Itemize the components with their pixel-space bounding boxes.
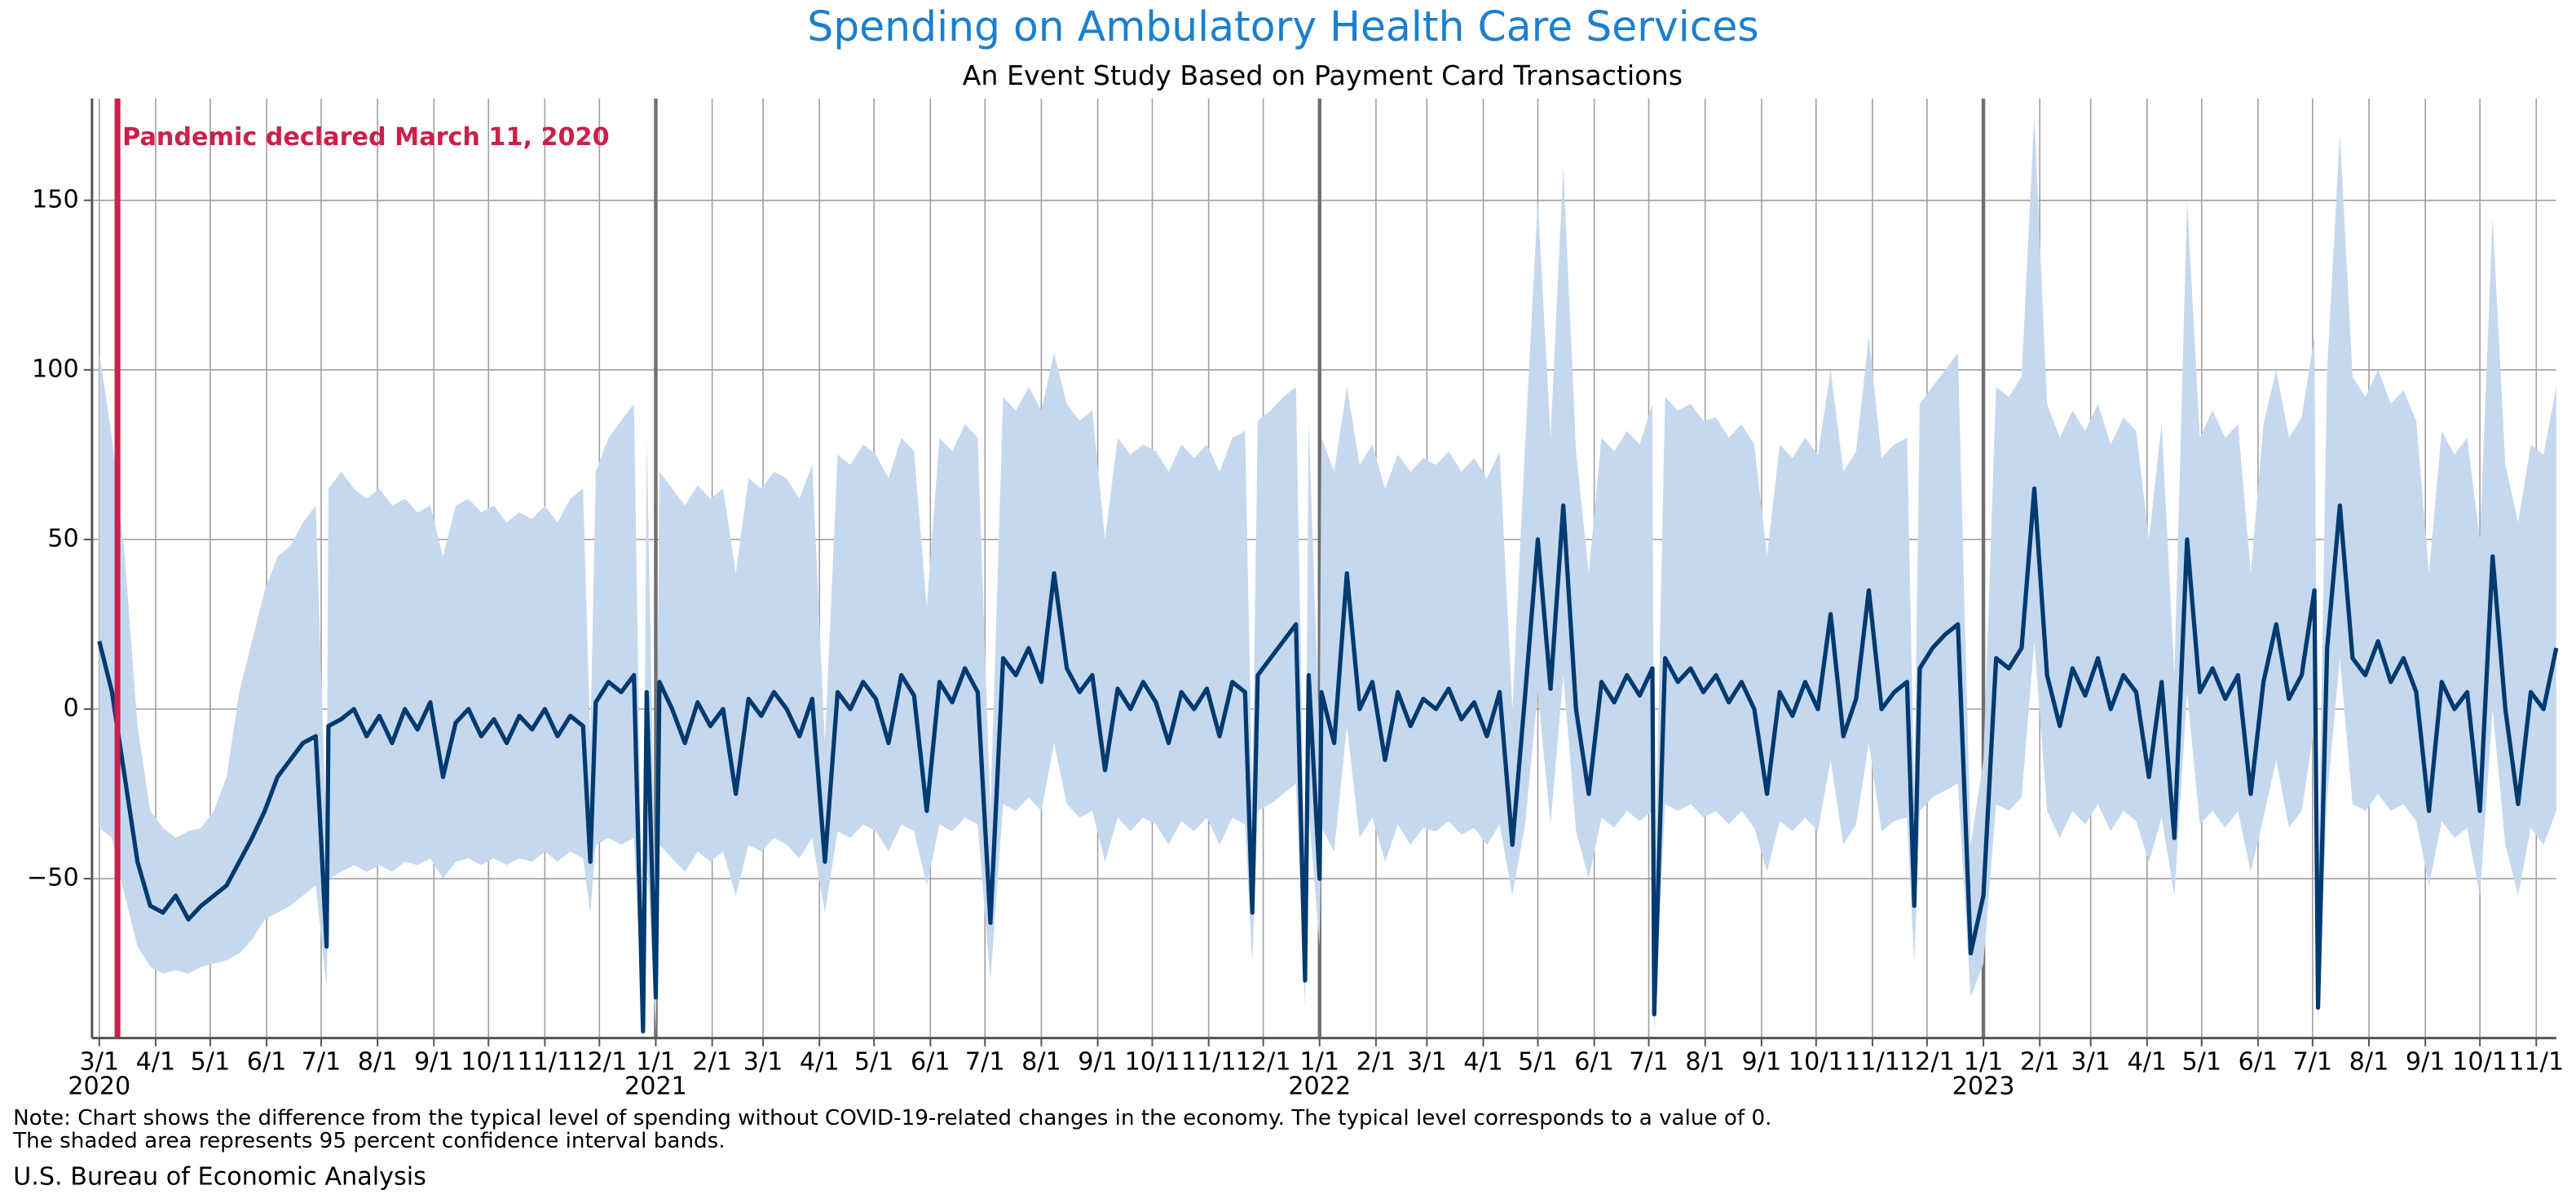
- source: U.S. Bureau of Economic Analysis: [13, 1162, 426, 1191]
- x-tick-label: 9/1: [1742, 1047, 1782, 1076]
- x-tick-label: 9/1: [2406, 1047, 2446, 1076]
- x-tick-label: 11/1: [2508, 1047, 2564, 1076]
- chart-subtitle: An Event Study Based on Payment Card Tra…: [963, 59, 1683, 91]
- x-tick-label: 10/1: [1125, 1047, 1180, 1076]
- x-tick-label: 10/1: [2452, 1047, 2508, 1076]
- y-tick-label: 50: [47, 524, 78, 553]
- x-year-label: 2021: [624, 1073, 687, 1101]
- x-tick-label: 11/1: [517, 1047, 572, 1076]
- x-tick-label: 2/1: [692, 1047, 732, 1076]
- x-tick-label: 5/1: [2181, 1047, 2221, 1076]
- x-tick-label: 11/1: [1181, 1047, 1237, 1076]
- x-tick-label: 11/1: [1845, 1047, 1900, 1076]
- x-tick-label: 12/1: [571, 1047, 627, 1076]
- note: Note: Chart shows the difference from th…: [13, 1106, 1771, 1130]
- x-tick-label: 5/1: [854, 1047, 894, 1076]
- x-tick-label: 12/1: [1899, 1047, 1955, 1076]
- x-tick-label: 5/1: [1518, 1047, 1558, 1076]
- x-tick-label: 9/1: [414, 1047, 454, 1076]
- chart-title: Spending on Ambulatory Health Care Servi…: [807, 2, 1758, 51]
- x-tick-label: 9/1: [1078, 1047, 1118, 1076]
- confidence-band: [99, 115, 2556, 1038]
- y-tick-label: 100: [32, 355, 79, 383]
- x-tick-label: 8/1: [2349, 1047, 2389, 1076]
- x-tick-label: 10/1: [1789, 1047, 1844, 1076]
- x-tick-label: 1/1: [636, 1047, 676, 1076]
- x-tick-label: 4/1: [136, 1047, 176, 1076]
- event-label: Pandemic declared March 11, 2020: [122, 123, 609, 152]
- x-tick-label: 6/1: [247, 1047, 287, 1076]
- x-tick-label: 3/1: [2071, 1047, 2111, 1076]
- x-tick-label: 7/1: [965, 1047, 1005, 1076]
- x-tick-label: 1/1: [1299, 1047, 1339, 1076]
- x-tick-label: 3/1: [79, 1047, 119, 1076]
- note: The shaded area represents 95 percent co…: [12, 1129, 726, 1153]
- x-tick-label: 8/1: [358, 1047, 398, 1076]
- x-tick-label: 4/1: [1463, 1047, 1503, 1076]
- x-tick-label: 6/1: [1574, 1047, 1614, 1076]
- x-tick-label: 7/1: [1629, 1047, 1669, 1076]
- y-tick-label: 0: [64, 694, 79, 722]
- x-year-label: 2020: [68, 1073, 130, 1101]
- spending-line: [97, 486, 2559, 1033]
- x-tick-label: 3/1: [743, 1047, 783, 1076]
- x-tick-label: 5/1: [191, 1047, 231, 1076]
- x-tick-label: 8/1: [1685, 1047, 1725, 1076]
- x-tick-label: 1/1: [1964, 1047, 2004, 1076]
- x-tick-label: 3/1: [1407, 1047, 1447, 1076]
- x-tick-label: 4/1: [2128, 1047, 2168, 1076]
- x-tick-label: 4/1: [800, 1047, 840, 1076]
- x-tick-label: 2/1: [2020, 1047, 2060, 1076]
- x-tick-label: 6/1: [2239, 1047, 2278, 1076]
- x-tick-label: 6/1: [911, 1047, 951, 1076]
- x-tick-label: 10/1: [461, 1047, 516, 1076]
- x-tick-label: 8/1: [1021, 1047, 1061, 1076]
- x-year-label: 2023: [1952, 1073, 2015, 1101]
- y-tick-label: −50: [27, 864, 79, 892]
- x-tick-label: 7/1: [302, 1047, 342, 1076]
- y-tick-label: 150: [32, 185, 79, 214]
- x-tick-label: 7/1: [2293, 1047, 2333, 1076]
- x-tick-label: 12/1: [1236, 1047, 1291, 1076]
- x-year-label: 2022: [1288, 1073, 1351, 1101]
- x-tick-label: 2/1: [1356, 1047, 1396, 1076]
